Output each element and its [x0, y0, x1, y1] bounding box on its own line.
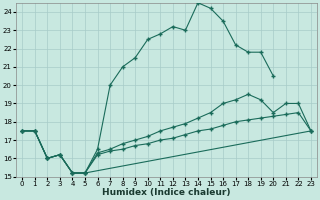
X-axis label: Humidex (Indice chaleur): Humidex (Indice chaleur) [102, 188, 231, 197]
